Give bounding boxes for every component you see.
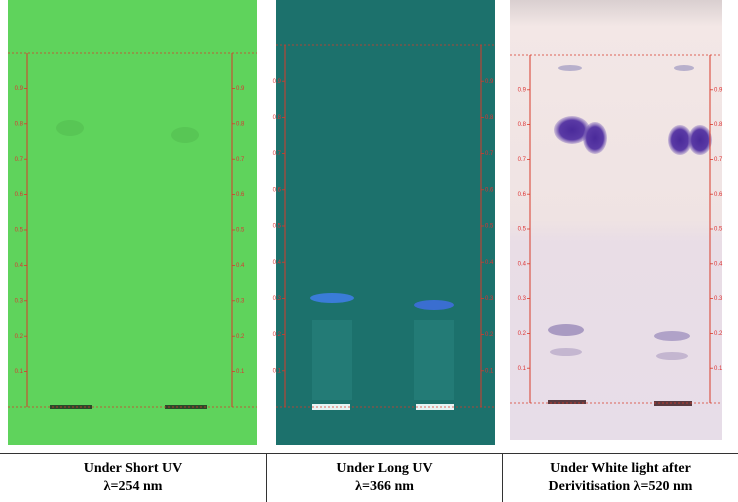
scale-label: 0.9 (714, 87, 723, 93)
scale-label: 0.8 (15, 121, 24, 127)
bands (50, 65, 712, 410)
scale-label: 0.1 (273, 368, 282, 374)
scale-label: 0.2 (518, 331, 527, 337)
scale-label: 0.4 (236, 263, 245, 269)
scale-label: 0.1 (518, 366, 527, 372)
scale-label: 0.9 (15, 86, 24, 92)
scale-label: 0.3 (15, 298, 24, 304)
scale-label: 0.8 (714, 122, 723, 128)
caption-row: Under Short UV λ=254 nm Under Long UV λ=… (0, 453, 738, 502)
scale-label: 0.7 (714, 157, 723, 163)
plate-long-uv (276, 0, 495, 445)
scale-label: 0.7 (518, 157, 527, 163)
scale-label: 0.4 (485, 260, 494, 266)
scale-label: 0.6 (236, 192, 245, 198)
scale-label: 0.4 (15, 263, 24, 269)
scale-label: 0.5 (518, 227, 527, 233)
plate-white-light (510, 0, 722, 440)
scale-label: 0.6 (714, 192, 723, 198)
scale-label: 0.5 (236, 228, 245, 234)
scale-label: 0.5 (15, 228, 24, 234)
plate-short-uv (8, 0, 257, 445)
scale-label: 0.7 (15, 157, 24, 163)
scale-label: 0.3 (485, 296, 494, 302)
scale-label: 0.6 (273, 187, 282, 193)
scale-label: 0.1 (485, 368, 494, 374)
caption-line: Under White light after (550, 461, 691, 476)
scale-label: 0.4 (273, 260, 282, 266)
caption-line: Derivitisation λ=520 nm (548, 479, 693, 494)
scale-label: 0.2 (15, 334, 24, 340)
scale-label: 0.9 (236, 86, 245, 92)
scale-label: 0.2 (714, 331, 723, 337)
scale-label: 0.3 (273, 296, 282, 302)
caption-line: λ=254 nm (103, 479, 163, 494)
scale-label: 0.3 (518, 296, 527, 302)
scale-label: 0.5 (273, 224, 282, 230)
scale-label: 0.4 (714, 261, 723, 267)
scale-label: 0.8 (485, 115, 494, 121)
scale-label: 0.1 (236, 369, 245, 375)
scale-label: 0.2 (273, 332, 282, 338)
scale-label: 0.5 (714, 227, 723, 233)
scale-label: 0.6 (485, 187, 494, 193)
scale-label: 0.6 (15, 192, 24, 198)
scale-label: 0.5 (485, 224, 494, 230)
caption-cell: Under Short UV λ=254 nm (0, 454, 266, 502)
caption-line: Under Long UV (336, 461, 433, 476)
caption-line: Under Short UV (83, 461, 183, 476)
scale-label: 0.9 (273, 79, 282, 85)
scale-label: 0.8 (518, 122, 527, 128)
scale-label: 0.7 (236, 157, 245, 163)
scale-label: 0.1 (15, 369, 24, 375)
scale-label: 0.2 (485, 332, 494, 338)
scale-label: 0.7 (273, 151, 282, 157)
scale-label: 0.8 (273, 115, 282, 121)
scale-label: 0.2 (236, 334, 245, 340)
scale-label: 0.8 (236, 121, 245, 127)
plates-figure: 0.1 0.1 0.2 0.2 0.3 0.3 0.4 0.4 0.5 0.5 0.6 0.6 0.7 0… (8, 0, 723, 445)
scale-label: 0.6 (518, 192, 527, 198)
caption-cell: Under White light after Derivitisation λ… (502, 454, 738, 502)
caption-cell: Under Long UV λ=366 nm (266, 454, 502, 502)
scale-label: 0.1 (714, 366, 723, 372)
scale-label: 0.9 (485, 79, 494, 85)
scale-label: 0.9 (518, 87, 527, 93)
scale-label: 0.3 (236, 298, 245, 304)
caption-line: λ=366 nm (355, 479, 414, 494)
scale-label: 0.7 (485, 151, 494, 157)
scale-label: 0.4 (518, 261, 527, 267)
scale-label: 0.3 (714, 296, 723, 302)
